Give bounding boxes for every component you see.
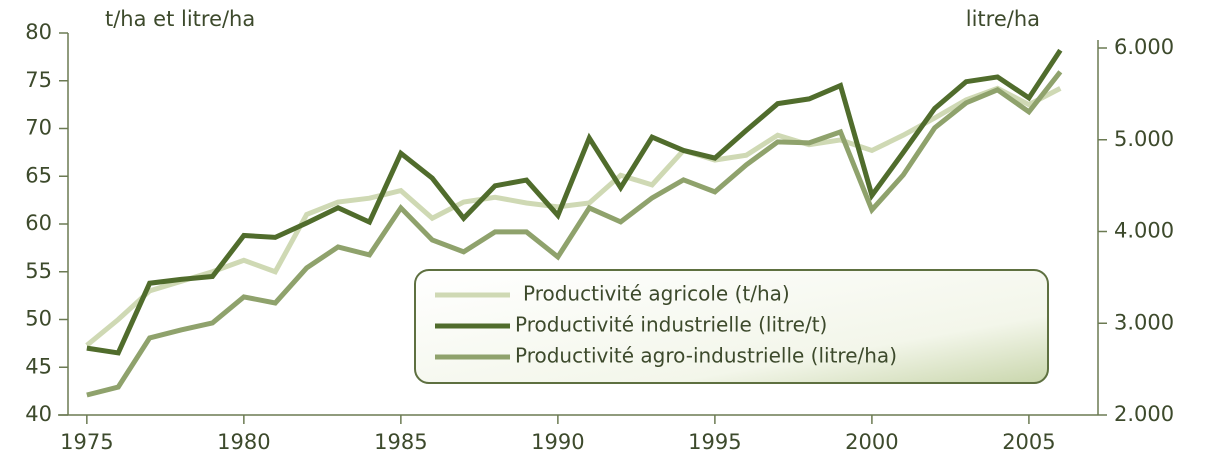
x-tick-label: 2000 [845,430,898,454]
legend-label: Productivité agro-industrielle (litre/ha… [515,344,897,368]
x-tick-label: 1995 [688,430,741,454]
y-tick-label: 40 [25,402,52,426]
legend-label: Productivité industrielle (litre/t) [515,313,827,337]
y-axis-label: t/ha et litre/ha [105,7,255,31]
y-tick-label: 65 [25,163,52,187]
y-tick-label: 75 [25,68,52,92]
y-tick-label: 60 [25,211,52,235]
y2-tick-label: 4.000 [1114,219,1174,243]
y2-axis-label: litre/ha [966,7,1040,31]
legend-box [414,269,1049,384]
y2-tick-label: 3.000 [1114,310,1174,334]
series-line [86,70,1063,398]
x-tick-label: 1985 [374,430,427,454]
y2-tick-label: 2.000 [1114,402,1174,426]
y-tick-label: 70 [25,116,52,140]
series-line [85,85,1062,348]
y-tick-label: 50 [25,307,52,331]
x-tick-label: 2005 [1002,430,1055,454]
x-tick-label: 1980 [217,430,270,454]
series-line [86,48,1063,356]
legend-label: Productivité agricole (t/ha) [523,282,790,306]
y-tick-label: 55 [25,259,52,283]
y2-tick-label: 6.000 [1114,35,1174,59]
x-tick-label: 1990 [531,430,584,454]
y2-tick-label: 5.000 [1114,127,1174,151]
y-tick-label: 80 [25,20,52,44]
x-tick-label: 1975 [60,430,113,454]
y-tick-label: 45 [25,354,52,378]
